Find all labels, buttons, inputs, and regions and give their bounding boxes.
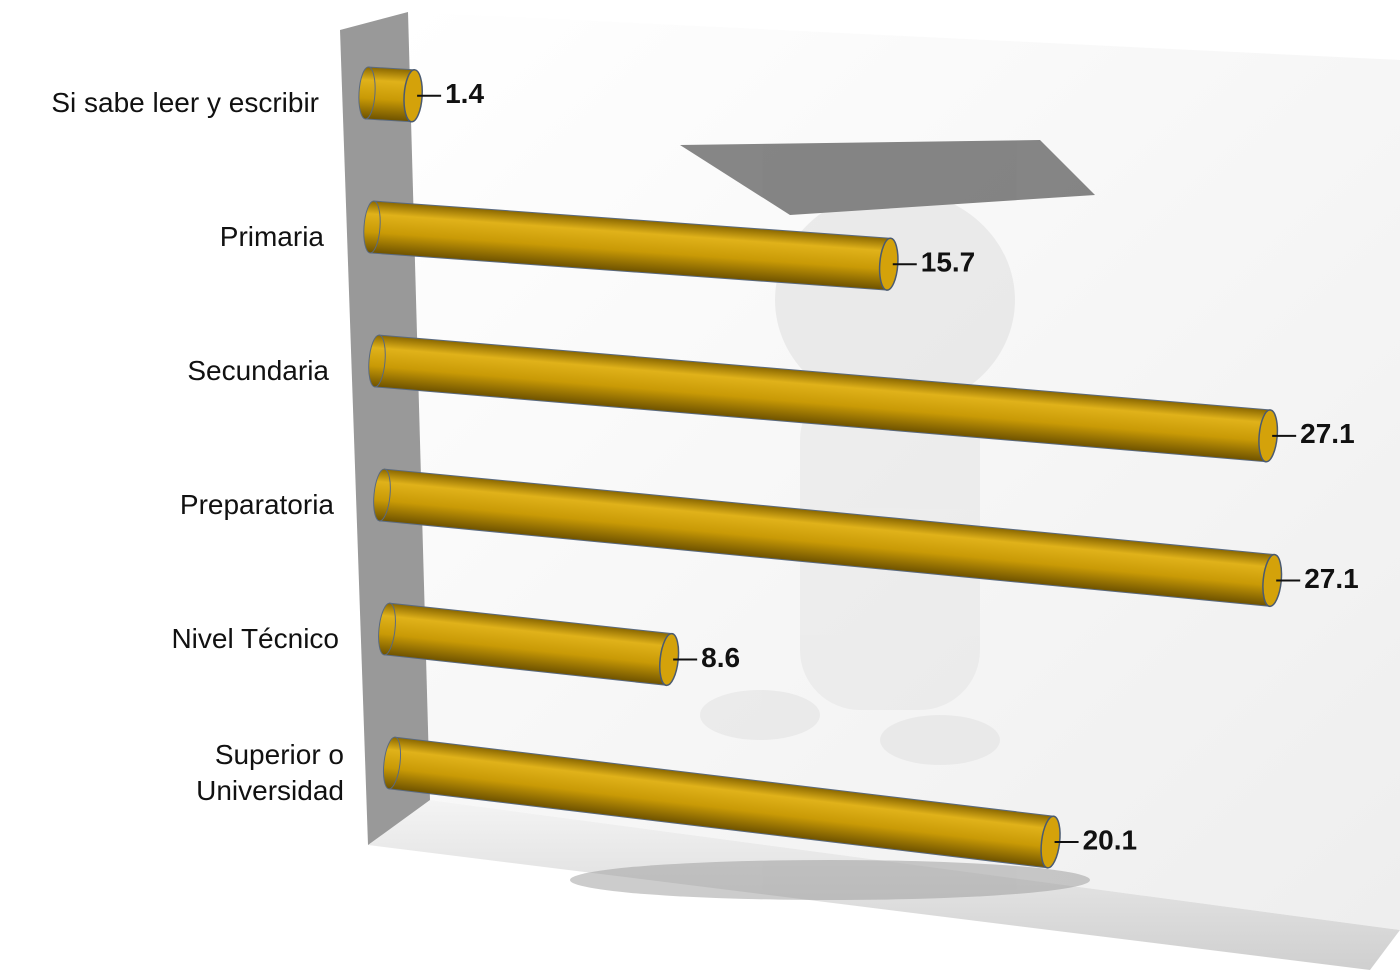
category-label: Preparatoria — [179, 489, 334, 520]
value-label: 27.1 — [1304, 563, 1359, 594]
bar-start-cap — [382, 736, 402, 790]
bar-start-cap — [373, 468, 391, 522]
value-label: 1.4 — [445, 78, 484, 109]
bar-start-cap — [363, 200, 381, 254]
value-label: 20.1 — [1083, 824, 1138, 855]
cylinder — [363, 200, 899, 291]
bar-start-cap — [368, 334, 386, 388]
value-label: 27.1 — [1300, 418, 1355, 449]
cylinder — [378, 602, 680, 687]
value-label: 15.7 — [921, 247, 976, 278]
bar-end-cap — [1040, 815, 1061, 869]
category-label: Secundaria — [187, 355, 329, 386]
cylinder — [368, 334, 1279, 463]
cylinder — [382, 736, 1061, 869]
category-label: Primaria — [219, 221, 324, 252]
cylinder — [373, 468, 1283, 608]
category-label: Si sabe leer y escribir — [51, 87, 319, 118]
category-label: Superior o Universidad — [196, 739, 344, 806]
category-label: Nivel Técnico — [171, 623, 339, 654]
value-label: 8.6 — [701, 642, 740, 673]
bar-start-cap — [378, 602, 396, 656]
bar-start-cap — [358, 66, 376, 120]
bars — [358, 66, 1283, 869]
cylinder — [358, 66, 423, 123]
